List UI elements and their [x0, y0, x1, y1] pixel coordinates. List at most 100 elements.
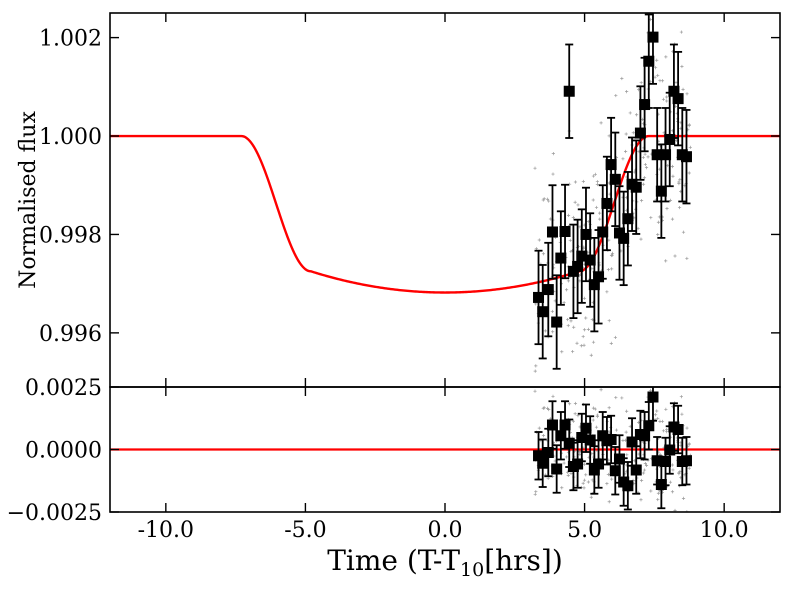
raw-point	[679, 30, 684, 34]
raw-residual-point	[658, 419, 662, 423]
raw-residual-point	[639, 478, 644, 483]
raw-point	[628, 111, 632, 115]
raw-residual-point	[665, 428, 669, 432]
raw-residual-point	[610, 477, 614, 481]
raw-residual-point	[639, 498, 643, 502]
raw-residual-point	[595, 414, 600, 419]
raw-point	[591, 198, 595, 202]
raw-point	[541, 252, 546, 256]
x-axis-label-subscript: 10	[460, 559, 484, 581]
y-axis-label: Normalised flux	[16, 111, 41, 289]
residual-point	[672, 424, 684, 435]
binned-point	[605, 159, 617, 171]
raw-residual-point	[546, 476, 550, 481]
raw-point	[575, 341, 579, 345]
raw-point	[571, 215, 575, 220]
raw-residual-point	[664, 407, 668, 411]
raw-residual-point	[625, 453, 629, 457]
binned-point	[664, 133, 676, 145]
raw-point	[537, 238, 541, 242]
raw-point	[581, 179, 585, 184]
raw-point	[551, 330, 555, 334]
residual-point	[660, 456, 672, 467]
raw-point	[674, 80, 678, 84]
raw-residual-point	[541, 433, 546, 438]
residual-point	[605, 434, 617, 445]
raw-residual-point	[571, 419, 575, 423]
residual-point	[647, 391, 659, 403]
raw-point	[656, 233, 660, 237]
raw-point	[649, 216, 653, 220]
raw-point	[673, 254, 677, 258]
raw-point	[534, 364, 538, 368]
raw-point	[586, 327, 590, 331]
raw-point	[681, 87, 685, 92]
binned-point	[533, 291, 545, 303]
residual-point	[559, 419, 571, 431]
raw-point	[639, 237, 643, 241]
residual-y-tick-label: 0.0025	[25, 376, 102, 401]
x-tick-label: 0.0	[428, 518, 463, 543]
residual-point	[588, 464, 600, 476]
binned-point	[593, 271, 605, 283]
binned-point	[576, 250, 588, 262]
raw-residual-point	[591, 406, 596, 410]
raw-point	[569, 319, 573, 323]
binned-point	[601, 197, 613, 209]
raw-residual-point	[614, 428, 619, 432]
raw-residual-point	[566, 470, 570, 474]
raw-residual-point	[656, 497, 660, 502]
raw-point	[656, 73, 660, 78]
raw-point	[665, 95, 669, 99]
y-tick-label: 1.000	[39, 125, 102, 150]
binned-point	[655, 185, 667, 197]
raw-residual-point	[568, 375, 571, 378]
raw-point	[665, 207, 669, 211]
raw-point	[656, 220, 661, 224]
raw-residual-point	[605, 482, 609, 486]
raw-point	[609, 341, 613, 346]
raw-residual-point	[573, 401, 578, 406]
raw-residual-point	[656, 491, 661, 495]
raw-point	[590, 318, 594, 322]
raw-point	[661, 97, 666, 101]
y-tick-label: 0.996	[39, 322, 102, 347]
residual-point	[626, 436, 638, 448]
raw-point	[634, 113, 639, 117]
raw-point	[582, 328, 587, 332]
x-tick-label: 10.0	[700, 518, 749, 543]
x-tick-label: 5.0	[567, 518, 602, 543]
residual-point	[664, 444, 676, 456]
raw-point	[599, 121, 603, 125]
binned-point	[680, 151, 692, 163]
raw-residual-point	[606, 472, 610, 477]
raw-residual-point	[594, 425, 599, 429]
raw-point	[584, 316, 588, 320]
raw-residual-point	[680, 412, 684, 416]
raw-point	[595, 182, 600, 187]
raw-point	[576, 203, 580, 207]
raw-residual-point	[590, 478, 594, 482]
raw-residual-point	[567, 402, 572, 406]
raw-point	[646, 155, 650, 159]
x-axis-label-main: Time (T-T	[327, 544, 460, 577]
raw-point	[533, 369, 537, 373]
raw-point	[545, 197, 550, 201]
raw-point	[591, 174, 596, 178]
raw-residual-point	[569, 471, 573, 475]
binned-point	[651, 149, 663, 161]
raw-point	[566, 317, 570, 322]
raw-point	[598, 217, 602, 221]
raw-point	[533, 166, 537, 170]
binned-point	[672, 93, 684, 105]
raw-point	[643, 162, 647, 167]
residual-point	[572, 458, 584, 470]
raw-point	[642, 176, 647, 180]
residual-point	[609, 465, 621, 477]
raw-residual-point	[533, 389, 537, 393]
y-tick-label: 1.002	[39, 27, 102, 52]
raw-residual-point	[677, 471, 681, 475]
raw-point	[581, 334, 585, 339]
raw-point	[573, 180, 578, 184]
raw-residual-point	[587, 514, 590, 517]
